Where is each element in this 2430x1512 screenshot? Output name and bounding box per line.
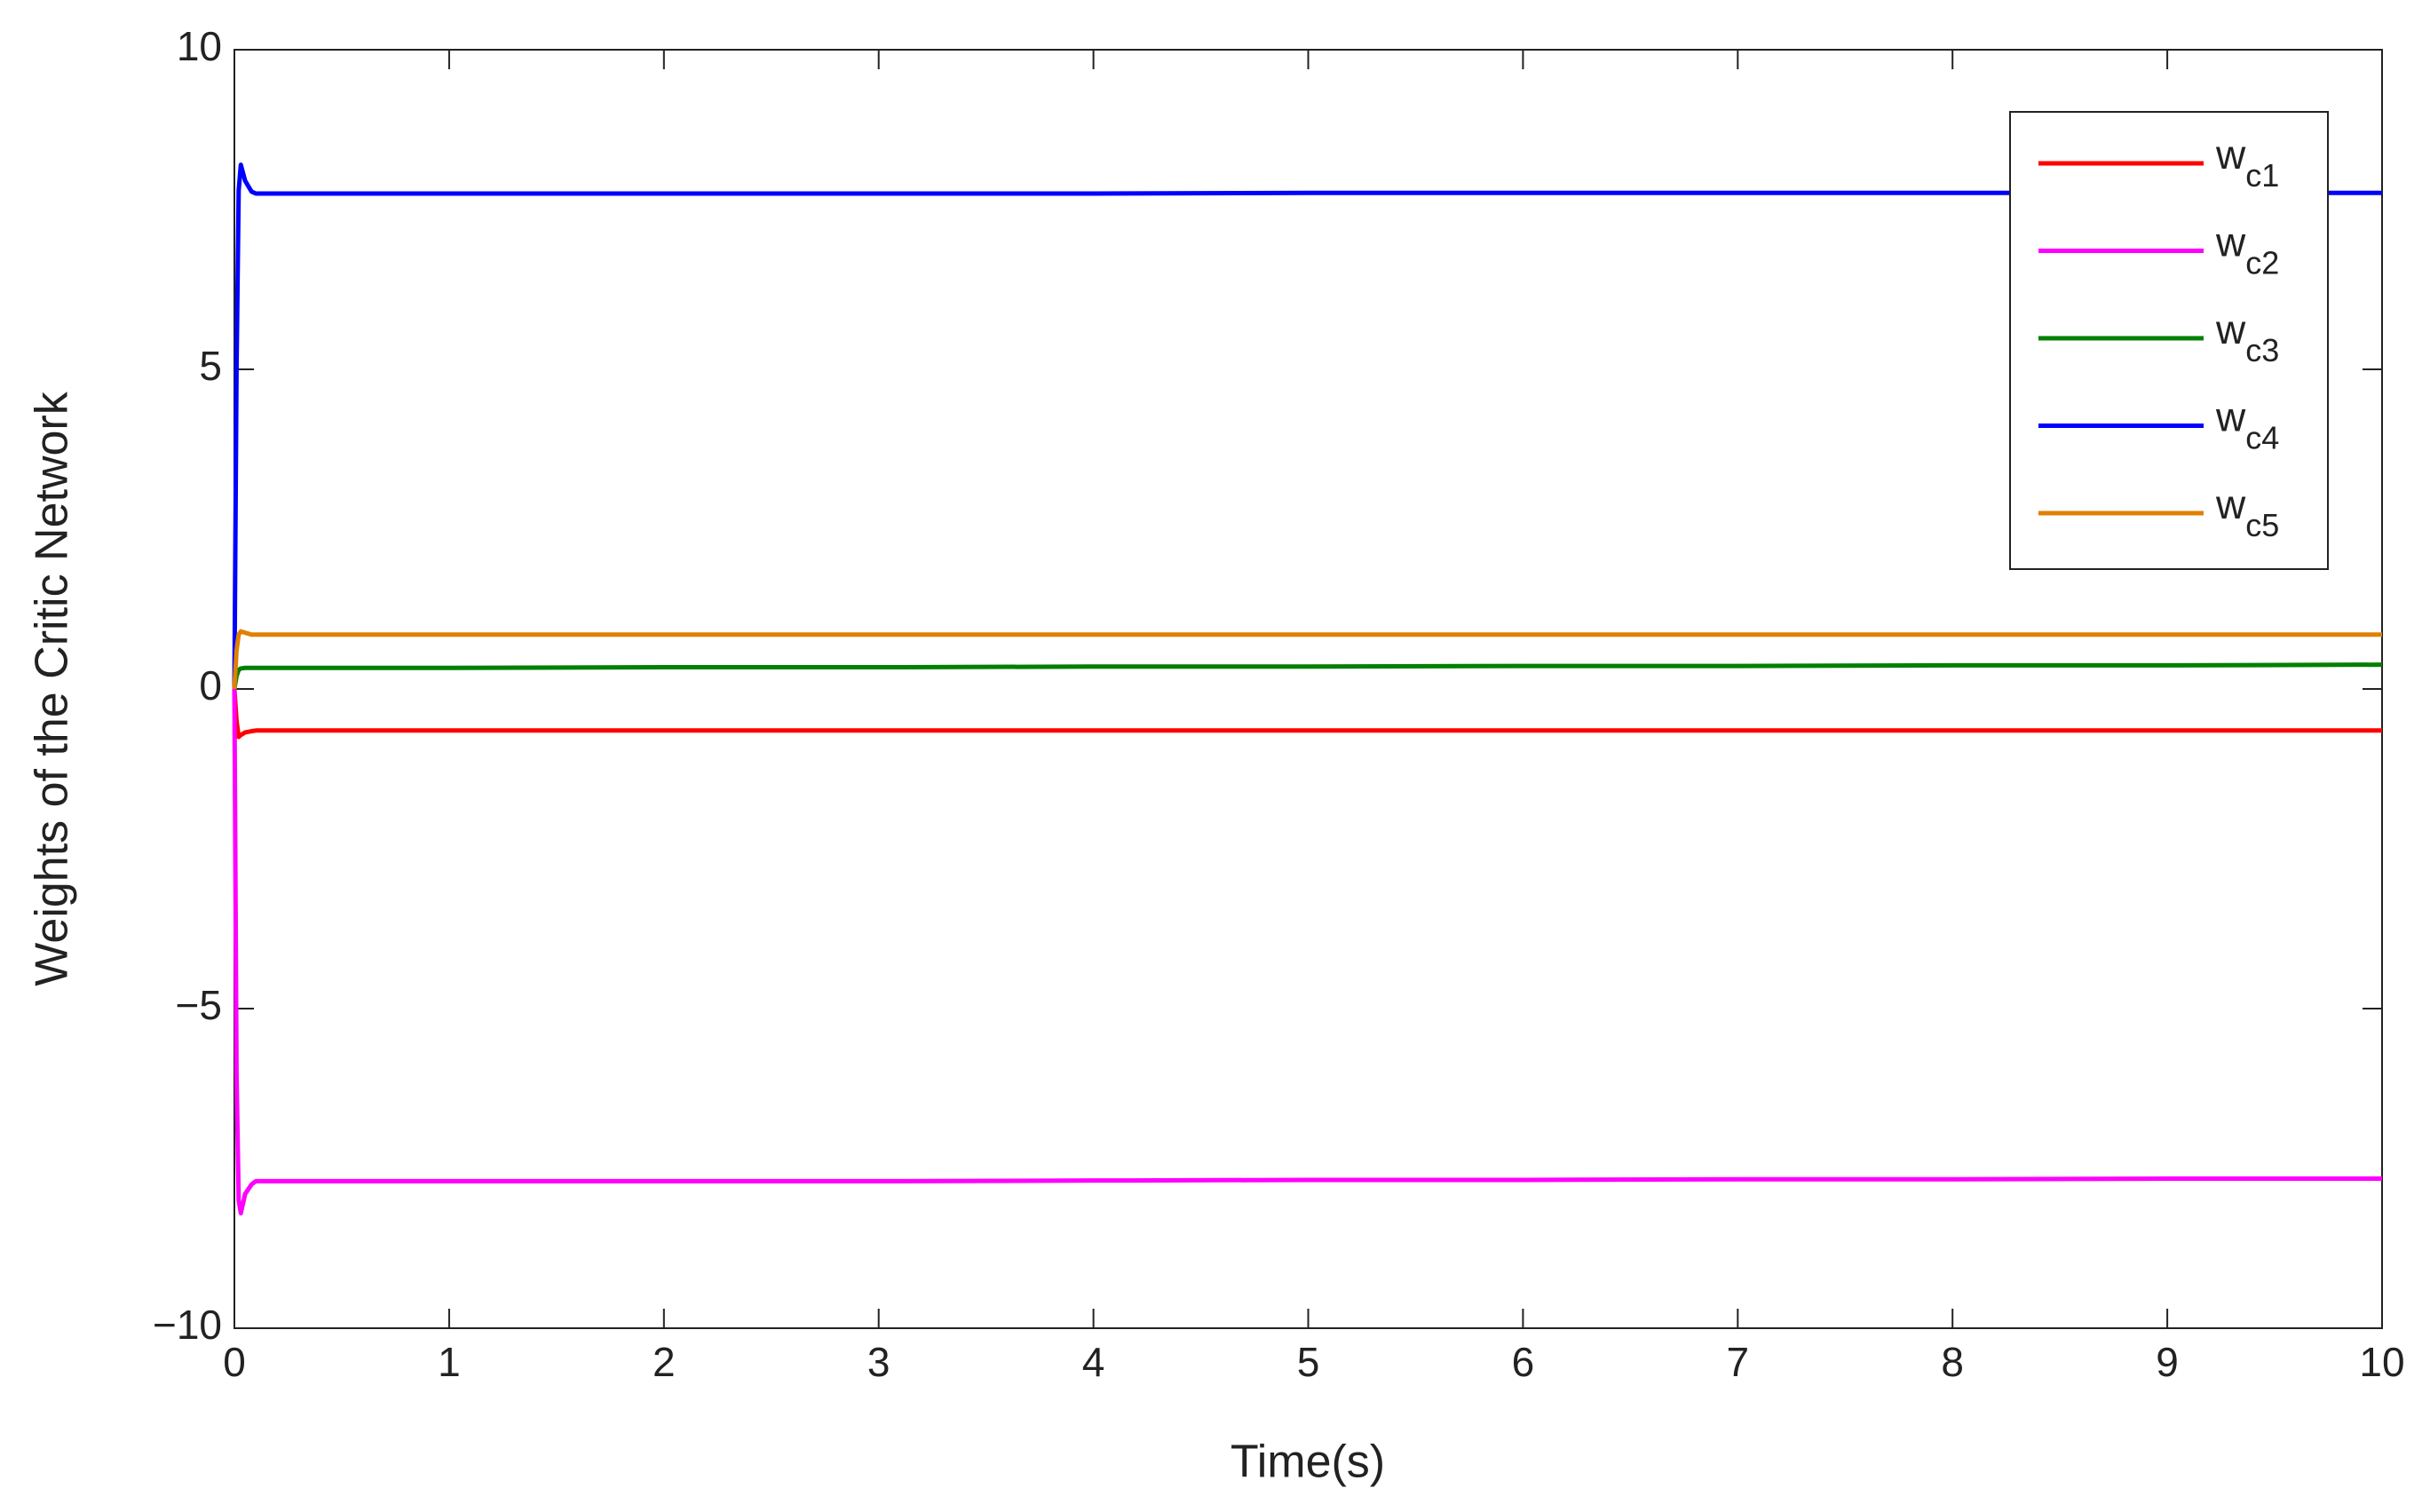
legend-label-sub: c3 xyxy=(2245,332,2279,368)
x-tick-label: 7 xyxy=(1727,1339,1750,1385)
y-axis-label: Weights of the Critic Network xyxy=(27,391,78,986)
y-tick-label: 5 xyxy=(199,343,222,389)
y-tick-label: 10 xyxy=(177,23,222,69)
legend-label-sub: c4 xyxy=(2245,419,2279,455)
x-tick-label: 1 xyxy=(438,1339,461,1385)
legend-label-base: w xyxy=(2215,219,2246,265)
series-line xyxy=(232,688,2382,1215)
legend-label: wc3 xyxy=(2215,306,2279,368)
x-tick-label: 6 xyxy=(1512,1339,1535,1385)
series-line xyxy=(232,688,2382,740)
y-tick-label: −5 xyxy=(176,982,222,1028)
x-tick-label: 0 xyxy=(223,1339,246,1385)
y-tick-label: 0 xyxy=(199,662,222,709)
legend-label: wc4 xyxy=(2215,394,2279,455)
legend-label: wc1 xyxy=(2215,131,2279,193)
y-tick-label: −10 xyxy=(153,1302,222,1348)
x-tick-label: 2 xyxy=(653,1339,676,1385)
x-tick-label: 8 xyxy=(1941,1339,1964,1385)
x-tick-label: 5 xyxy=(1297,1339,1320,1385)
legend-label: wc2 xyxy=(2215,219,2279,281)
series-line xyxy=(232,629,2382,690)
x-tick-label: 4 xyxy=(1082,1339,1105,1385)
x-tick-label: 9 xyxy=(2156,1339,2179,1385)
series-line xyxy=(232,662,2383,690)
x-axis-label: Time(s) xyxy=(1231,1437,1385,1488)
x-tick-label: 3 xyxy=(867,1339,890,1385)
x-tick-label: 10 xyxy=(2359,1339,2404,1385)
legend-label: wc5 xyxy=(2215,481,2279,542)
legend-label-base: w xyxy=(2215,394,2246,440)
series-line xyxy=(232,162,2382,690)
legend-label-base: w xyxy=(2215,481,2246,527)
legend-label-sub: c1 xyxy=(2245,157,2279,194)
legend-label-base: w xyxy=(2215,131,2246,178)
legend-label-sub: c5 xyxy=(2245,507,2279,543)
legend-label-base: w xyxy=(2215,306,2246,352)
legend-label-sub: c2 xyxy=(2245,244,2279,281)
